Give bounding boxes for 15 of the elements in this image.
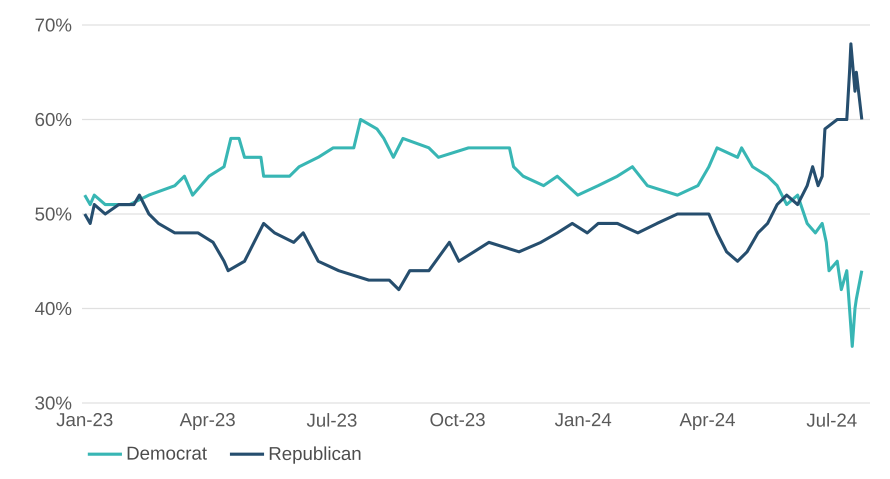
legend-label: Democrat [128,446,207,460]
y-tick-label: 60% [36,112,72,126]
y-tick-label: 50% [35,207,72,221]
x-tick-label: Apr-24 [680,413,735,430]
x-tick-label: Jul-23 [306,413,357,427]
legend-label: Republican [270,446,360,464]
x-tick-label: Oct-23 [430,413,485,426]
y-tick-label: 30% [35,396,72,410]
y-tick-label: 70% [36,18,72,32]
x-tick-label: Jan-23 [56,413,112,426]
x-tick-label: Apr-23 [180,413,235,430]
y-tick-label: 40% [35,302,72,316]
x-tick-label: Jan-24 [554,413,612,426]
line-series [83,118,864,348]
x-tick-label: Jul-24 [806,413,857,427]
